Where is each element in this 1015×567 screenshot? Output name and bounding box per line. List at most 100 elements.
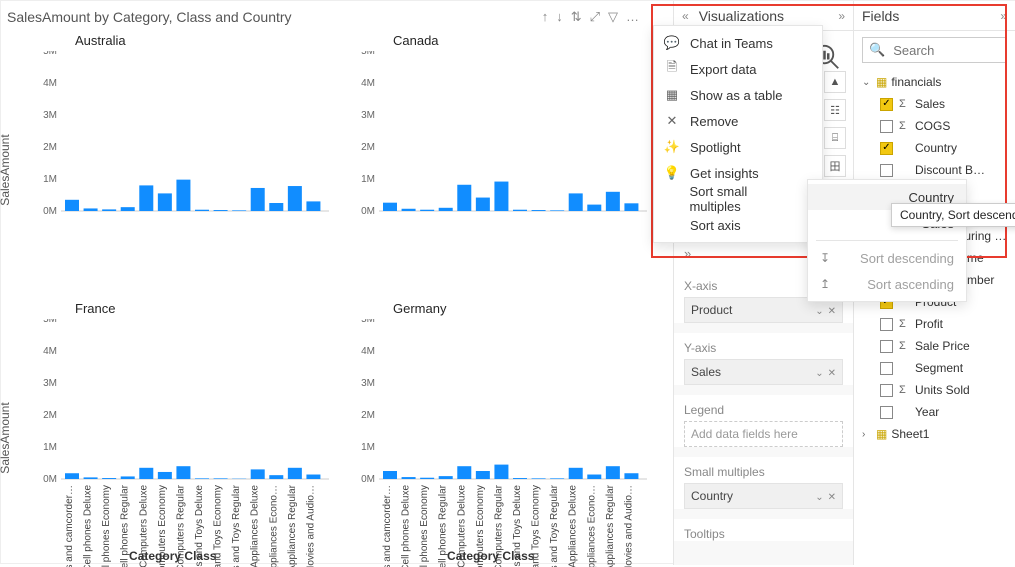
svg-text:5M: 5M <box>43 319 57 325</box>
svg-text:Home Appliances Regular: Home Appliances Regular <box>605 484 616 567</box>
field-checkbox[interactable]: ✓ <box>880 98 893 111</box>
sort-submenu[interactable]: Country Sales ↧ Sort descending ↥ Sort a… <box>807 179 967 302</box>
chart-header: SalesAmount by Category, Class and Count… <box>5 5 641 29</box>
svg-text:5M: 5M <box>43 51 57 57</box>
panel-title: Australia <box>75 33 126 48</box>
chart-header-icon-5[interactable]: … <box>626 9 639 25</box>
field-cogs[interactable]: Σ COGS <box>862 115 1007 137</box>
table-financials[interactable]: ⌄ ▦ financials <box>862 71 1007 93</box>
ctx-icon: 🗎 <box>664 58 680 80</box>
svg-text:3M: 3M <box>43 378 57 389</box>
small-multiple-germany[interactable]: Germany 0M1M2M3M4M5MCameras and camcorde… <box>323 297 641 565</box>
field-checkbox[interactable] <box>880 164 893 177</box>
expand-icon[interactable]: » <box>838 9 845 23</box>
field-wells: X-axis Product ⌄✕ Y-axis Sales ⌄✕ Legend… <box>674 271 853 541</box>
viz-type-23[interactable]: 田 <box>824 155 846 177</box>
ctx-remove[interactable]: ✕ Remove <box>654 108 822 134</box>
svg-text:0M: 0M <box>43 206 57 217</box>
table-sheet1[interactable]: › ▦ Sheet1 <box>862 423 1007 445</box>
collapse-left-icon[interactable]: « <box>682 9 689 23</box>
ctx-chat-in-teams[interactable]: 💬 Chat in Teams <box>654 30 822 56</box>
chart-title: SalesAmount by Category, Class and Count… <box>7 9 292 25</box>
ctx-get-insights[interactable]: 💡 Get insights <box>654 160 822 186</box>
field-name: Profit <box>915 317 1007 331</box>
section-tooltips: Tooltips <box>674 519 853 541</box>
field-checkbox[interactable] <box>880 362 893 375</box>
svg-text:5M: 5M <box>361 51 375 57</box>
ctx-show-as-a-table[interactable]: ▦ Show as a table <box>654 82 822 108</box>
table-name: Sheet1 <box>891 427 929 441</box>
svg-text:Home Appliances Regular: Home Appliances Regular <box>287 484 298 567</box>
field-well-small-multiples[interactable]: Country ⌄✕ <box>684 483 843 509</box>
chart-header-icons: ↑ ↓ ⇅ ⤢ ▽ … <box>542 9 639 25</box>
section-label: Small multiples <box>684 465 843 479</box>
field-sale-price[interactable]: Σ Sale Price <box>862 335 1007 357</box>
small-multiple-australia[interactable]: Australia SalesAmount0M1M2M3M4M5M <box>5 29 323 297</box>
small-multiple-france[interactable]: France SalesAmount0M1M2M3M4M5MCameras an… <box>5 297 323 565</box>
well-dropdown-icon[interactable]: ⌄ <box>811 306 823 317</box>
field-year[interactable]: Year <box>862 401 1007 423</box>
field-checkbox[interactable] <box>880 120 893 133</box>
field-profit[interactable]: Σ Profit <box>862 313 1007 335</box>
field-checkbox[interactable] <box>880 340 893 353</box>
ctx-sort-small-multiples[interactable]: Sort small multiples › <box>654 186 822 212</box>
field-well-y-axis[interactable]: Sales ⌄✕ <box>684 359 843 385</box>
svg-text:4M: 4M <box>43 78 57 89</box>
chart-header-icon-2[interactable]: ⇅ <box>571 9 582 25</box>
viz-gallery-expand-icon[interactable]: » <box>684 245 706 261</box>
ctx-spotlight[interactable]: ✨ Spotlight <box>654 134 822 160</box>
section-label: Legend <box>684 403 843 417</box>
svg-text:Home Appliances Econo…: Home Appliances Econo… <box>268 485 279 567</box>
sort-sort-descending[interactable]: ↧ Sort descending <box>808 245 966 271</box>
ctx-icon: ✕ <box>664 113 680 129</box>
well-remove-icon[interactable]: ✕ <box>824 492 836 503</box>
svg-text:Cell phones Economy: Cell phones Economy <box>101 485 112 567</box>
sort-sort-ascending[interactable]: ↥ Sort ascending <box>808 271 966 297</box>
ctx-sort-axis[interactable]: Sort axis › <box>654 212 822 238</box>
field-discount-b-[interactable]: Discount B… <box>862 159 1007 181</box>
svg-text:Music, Movies and Audio…: Music, Movies and Audio… <box>623 485 634 567</box>
field-segment[interactable]: Segment <box>862 357 1007 379</box>
chart-header-icon-3[interactable]: ⤢ <box>590 9 600 25</box>
expand-icon[interactable]: » <box>1000 9 1007 23</box>
chart-header-icon-1[interactable]: ↓ <box>556 9 563 25</box>
well-dropdown-icon[interactable]: ⌄ <box>811 492 823 503</box>
field-checkbox[interactable]: ✓ <box>880 142 893 155</box>
panel-title: Germany <box>393 301 446 316</box>
ctx-export-data[interactable]: 🗎 Export data <box>654 56 822 82</box>
svg-text:Cameras and camcorder…: Cameras and camcorder… <box>382 485 393 567</box>
svg-text:Home Appliances Deluxe: Home Appliances Deluxe <box>250 485 261 567</box>
field-country[interactable]: ✓ Country <box>862 137 1007 159</box>
field-sales[interactable]: ✓ Σ Sales <box>862 93 1007 115</box>
svg-text:2M: 2M <box>361 410 375 421</box>
field-checkbox[interactable] <box>880 384 893 397</box>
ctx-label: Sort small multiples <box>689 184 798 214</box>
well-remove-icon[interactable]: ✕ <box>824 368 836 379</box>
context-menu[interactable]: 💬 Chat in Teams 🗎 Export data ▦ Show as … <box>653 25 823 243</box>
ctx-icon: ✨ <box>664 139 680 155</box>
fields-search[interactable]: 🔍 <box>862 37 1007 63</box>
svg-text:3M: 3M <box>43 110 57 121</box>
y-axis-label: SalesAmount <box>0 402 12 473</box>
viz-type-11[interactable]: ☷ <box>824 99 846 121</box>
well-remove-icon[interactable]: ✕ <box>824 306 836 317</box>
section-label: Y-axis <box>684 341 843 355</box>
fields-pane-title: Fields <box>862 8 899 24</box>
field-well-legend[interactable]: Add data fields here <box>684 421 843 447</box>
sigma-icon: Σ <box>899 384 909 396</box>
svg-text:1M: 1M <box>43 174 57 185</box>
ctx-label: Remove <box>690 114 738 129</box>
field-checkbox[interactable] <box>880 318 893 331</box>
small-multiples-grid: Australia SalesAmount0M1M2M3M4M5M Canada… <box>5 29 641 565</box>
chart-header-icon-0[interactable]: ↑ <box>542 9 549 25</box>
well-dropdown-icon[interactable]: ⌄ <box>811 368 823 379</box>
svg-text:2M: 2M <box>43 142 57 153</box>
ctx-icon: 💬 <box>664 35 680 51</box>
chart-header-icon-4[interactable]: ▽ <box>608 9 618 25</box>
fields-search-input[interactable] <box>891 42 1015 59</box>
field-units-sold[interactable]: Σ Units Sold <box>862 379 1007 401</box>
small-multiple-canada[interactable]: Canada 0M1M2M3M4M5M <box>323 29 641 297</box>
field-checkbox[interactable] <box>880 406 893 419</box>
viz-type-17[interactable]: ⌸ <box>824 127 846 149</box>
table-icon: ▦ <box>876 75 887 89</box>
